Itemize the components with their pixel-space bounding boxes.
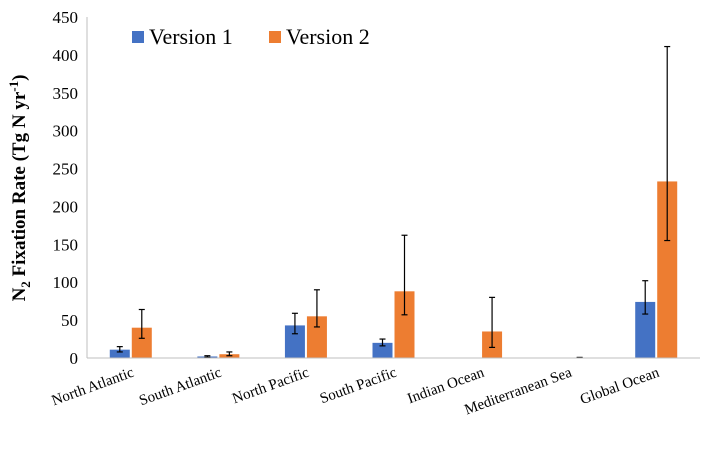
y-tick-label: 200 <box>53 197 79 216</box>
bar <box>284 325 305 358</box>
error-bar <box>204 355 211 358</box>
legend-label: Version 1 <box>149 24 233 49</box>
bar <box>635 301 656 358</box>
y-tick-label: 50 <box>61 311 78 330</box>
legend-swatch <box>132 31 144 43</box>
y-tick-label: 350 <box>53 84 79 103</box>
error-bar <box>116 346 123 353</box>
error-bar <box>226 351 233 357</box>
error-bar <box>664 45 671 242</box>
error-bar <box>401 234 408 316</box>
bars <box>109 181 678 358</box>
y-axis-label-superscript: -1 <box>6 81 21 92</box>
bar <box>394 291 415 358</box>
category-label: Global Ocean <box>578 365 662 409</box>
error-bar <box>489 296 496 348</box>
error-bar <box>642 280 649 315</box>
y-tick-label: 450 <box>53 8 79 27</box>
y-tick-label: 0 <box>70 349 79 368</box>
y-tick-label: 400 <box>53 46 79 65</box>
y-axis-label-prefix: N <box>9 287 30 301</box>
error-bar <box>291 312 298 335</box>
legend-item: Version 2 <box>269 24 370 49</box>
y-tick-label: 250 <box>53 160 79 179</box>
bar <box>306 316 327 358</box>
y-tick-label: 100 <box>53 273 79 292</box>
bar <box>131 327 152 358</box>
y-axis-label-text: Fixation Rate (Tg N yr <box>9 91 30 281</box>
category-labels: North Atlantic South Atlantic North Pacifi… <box>50 365 662 419</box>
category-label: South Atlantic <box>137 365 224 410</box>
error-bar <box>313 289 320 328</box>
y-axis-label: N2 Fixation Rate (Tg N yr-1) <box>6 75 33 302</box>
legend: Version 1 Version 2 <box>132 24 370 49</box>
bar <box>109 349 130 358</box>
legend-item: Version 1 <box>132 24 233 49</box>
y-axis-label-subscript: 2 <box>18 281 33 288</box>
y-axis-ticks: 0 50 100 150 200 250 300 350 400 450 <box>53 8 79 368</box>
y-axis-label-suffix: ) <box>9 75 30 81</box>
legend-swatch <box>269 31 281 43</box>
category-label: North Pacific <box>230 365 311 408</box>
error-bars <box>116 45 671 359</box>
y-tick-label: 300 <box>53 122 79 141</box>
y-tick-label: 150 <box>53 235 79 254</box>
category-label: South Pacific <box>318 365 399 408</box>
legend-label: Version 2 <box>286 24 370 49</box>
error-bar <box>379 338 386 347</box>
error-bar <box>138 308 145 339</box>
bar <box>372 342 393 358</box>
category-label: North Atlantic <box>50 365 137 410</box>
bar <box>657 181 678 358</box>
